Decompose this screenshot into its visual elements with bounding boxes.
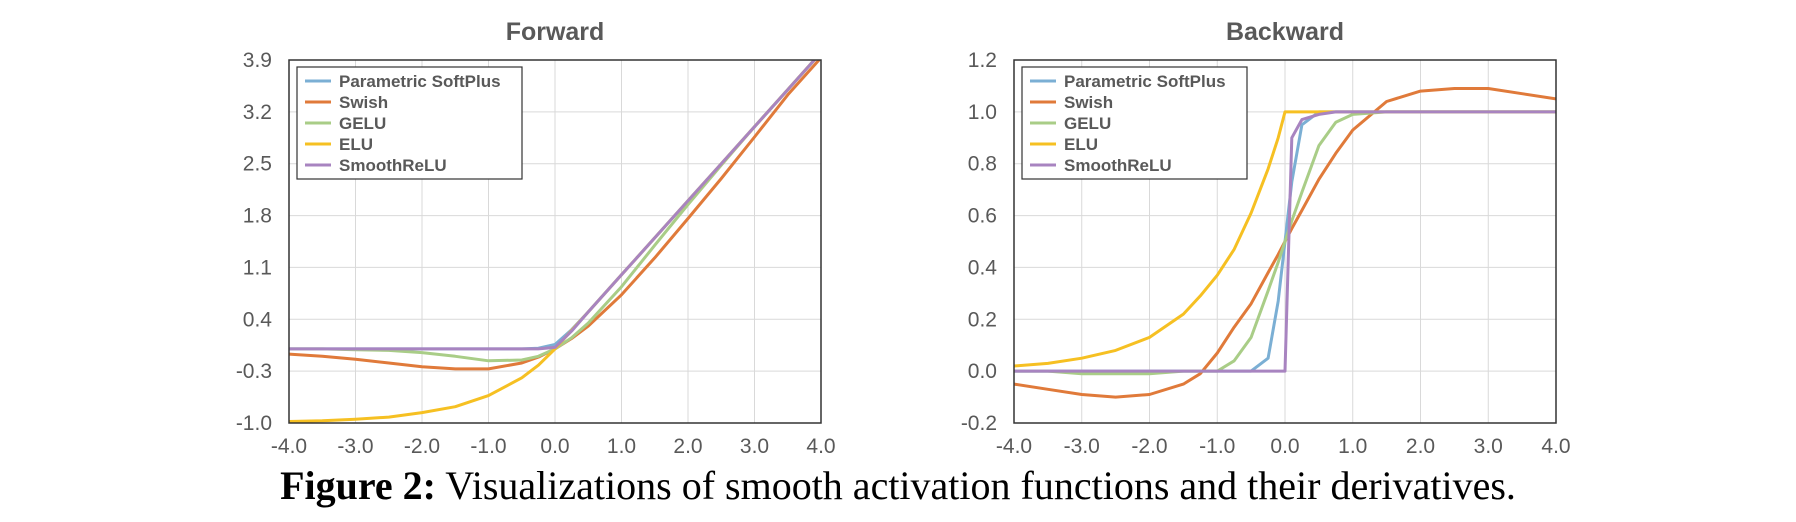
x-tick-label: 0.0	[1270, 435, 1299, 458]
y-tick-label: 0.8	[968, 153, 997, 176]
forward-chart: -4.0 -3.0 -2.0 -1.0 0.0 1.0 2.0 3.0 4.0 -1.0 -0.3 0…	[236, 18, 836, 458]
y-tick-label: 1.8	[243, 205, 272, 228]
caption-text: Visualizations of smooth activation func…	[445, 463, 1516, 508]
series-line	[1014, 110, 1556, 373]
series-line	[289, 60, 817, 351]
x-tick-label: -1.0	[470, 435, 506, 458]
x-tick-label: 4.0	[806, 435, 835, 458]
plot-border	[1013, 59, 1557, 424]
legend-label: ELU	[1064, 135, 1098, 154]
legend-label: GELU	[1064, 114, 1111, 133]
legend-label: GELU	[339, 114, 386, 133]
legend-label: SmoothReLU	[339, 156, 447, 175]
figure-caption: Figure 2: Visualizations of smooth activ…	[0, 462, 1796, 509]
y-tick-label: -1.0	[236, 412, 272, 435]
y-tick-label: 3.2	[243, 101, 272, 124]
y-tick-label: 0.6	[968, 205, 997, 228]
x-tick-label: -2.0	[1131, 435, 1167, 458]
chart-title: Backward	[1226, 18, 1344, 46]
x-tick-label: -4.0	[271, 435, 307, 458]
y-tick-label: 0.4	[243, 308, 273, 331]
legend-label: Parametric SoftPlus	[1064, 72, 1226, 91]
y-tick-label: 1.2	[968, 49, 997, 72]
y-tick-label: -0.2	[961, 412, 997, 435]
series-group	[1014, 87, 1556, 399]
plot-border	[288, 59, 822, 424]
x-tick-label: 4.0	[1541, 435, 1570, 458]
y-tick-label: 1.0	[968, 101, 997, 124]
x-tick-label: 3.0	[740, 435, 769, 458]
y-tick-label: 0.2	[968, 308, 997, 331]
y-tick-label: 0.4	[968, 256, 998, 279]
x-tick-label: -3.0	[1064, 435, 1100, 458]
x-tick-label: 1.0	[1338, 435, 1367, 458]
legend-label: Swish	[339, 93, 388, 112]
x-tick-label: 1.0	[607, 435, 636, 458]
x-tick-label: 2.0	[673, 435, 702, 458]
legend-label: SmoothReLU	[1064, 156, 1172, 175]
backward-chart: -4.0 -3.0 -2.0 -1.0 0.0 1.0 2.0 3.0 4.0 -0.2 0.0 0.…	[961, 18, 1571, 458]
x-tick-label: -3.0	[337, 435, 373, 458]
chart-title: Forward	[506, 18, 605, 46]
x-tick-label: 2.0	[1406, 435, 1435, 458]
series-group	[289, 60, 821, 423]
y-tick-label: 3.9	[243, 49, 272, 72]
legend-label: ELU	[339, 135, 373, 154]
x-tick-label: -2.0	[404, 435, 440, 458]
y-tick-label: 1.1	[243, 256, 272, 279]
y-tick-label: 0.0	[968, 360, 997, 383]
caption-label: Figure 2:	[280, 463, 436, 508]
x-tick-label: 3.0	[1474, 435, 1503, 458]
x-tick-label: -1.0	[1199, 435, 1235, 458]
x-tick-label: -4.0	[996, 435, 1032, 458]
legend-box	[296, 66, 523, 180]
y-tick-label: 2.5	[243, 153, 272, 176]
x-tick-label: 0.0	[540, 435, 569, 458]
y-tick-label: -0.3	[236, 360, 272, 383]
legend-box	[1021, 66, 1248, 180]
legend-label: Parametric SoftPlus	[339, 72, 501, 91]
legend-label: Swish	[1064, 93, 1113, 112]
figure-charts: -4.0 -3.0 -2.0 -1.0 0.0 1.0 2.0 3.0 4.0 -1.0 -0.3 0…	[236, 18, 1571, 458]
